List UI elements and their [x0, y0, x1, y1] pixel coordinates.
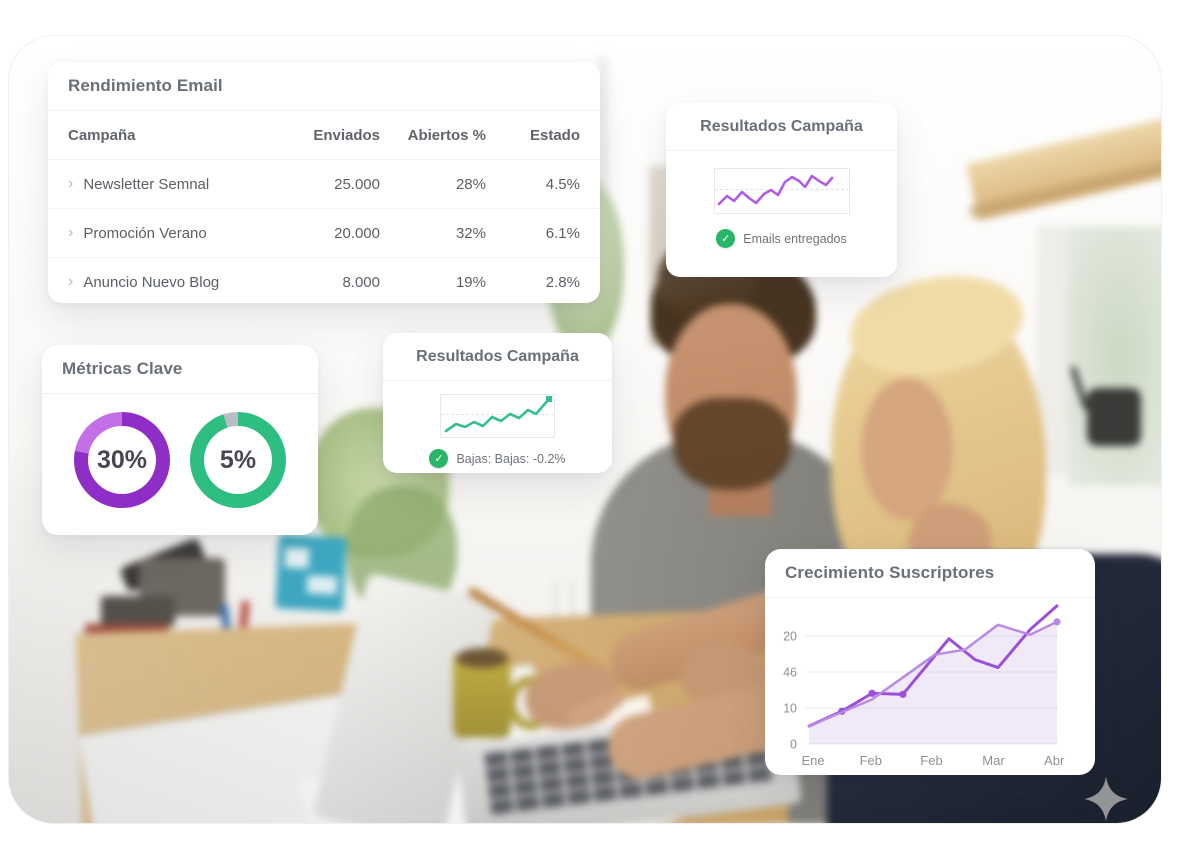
svg-text:46: 46 — [783, 666, 797, 680]
sparkline-chart — [440, 394, 555, 438]
estado-cell: 6.1% — [545, 224, 580, 242]
campaign-name-cell: › Promoción Verano — [68, 224, 284, 242]
enviados-cell: 8.000 — [342, 273, 380, 291]
campaign-name: Promoción Verano — [83, 224, 207, 242]
donut-chart-open-rate: 30% — [74, 412, 170, 508]
caption-label: Emails entregados — [743, 231, 847, 246]
abiertos-cell: 19% — [455, 273, 486, 291]
key-metrics-card: Métricas Clave 30% 5% — [42, 345, 318, 535]
subscriber-growth-chart: 20 46 10 0 Ene Feb Feb Mar Abr — [777, 601, 1083, 771]
card-title: Crecimiento Suscriptores — [785, 563, 995, 582]
check-icon: ✓ — [716, 229, 736, 248]
sparkline-wrap — [666, 151, 897, 214]
caption-row: ✓ Bajas: Bajas: -0.2% — [383, 449, 612, 468]
svg-text:Feb: Feb — [920, 753, 942, 768]
subscriber-growth-card: Crecimiento Suscriptores 20 46 10 0 Ene Feb Fe… — [765, 549, 1095, 775]
sparkline-chart — [713, 168, 850, 214]
email-table-body: › Newsletter Semnal 25.000 28% 4.5% › Promoció… — [48, 160, 600, 306]
column-header-estado: Estado — [529, 126, 580, 144]
sparkline-wrap — [383, 381, 612, 438]
donut-value-label: 30% — [96, 445, 148, 474]
caption-label: Bajas: Bajas: -0.2% — [456, 451, 566, 466]
abiertos-cell: 28% — [455, 175, 486, 193]
donut-row: 30% 5% — [42, 394, 318, 508]
svg-text:Mar: Mar — [982, 753, 1005, 768]
donut-value-label: 5% — [219, 445, 257, 474]
card-title: Resultados Campaña — [700, 117, 863, 135]
donut-chart-unsubscribe: 5% — [190, 412, 286, 508]
email-performance-card: Rendimiento Email Campaña Enviados Abier… — [48, 62, 600, 303]
campaign-name-cell: › Anuncio Nuevo Blog — [68, 273, 284, 291]
column-header-abiertos: Abiertos % — [407, 126, 486, 144]
card-title-bar: Rendimiento Email — [48, 62, 600, 111]
chevron-right-icon: › — [68, 273, 74, 290]
campaign-name: Newsletter Semnal — [83, 175, 210, 193]
svg-text:Ene: Ene — [802, 753, 825, 768]
card-title-bar: Crecimiento Suscriptores — [765, 549, 1095, 598]
campaign-results-card-mid: Resultados Campaña ✓ Bajas: Bajas: -0.2% — [383, 333, 612, 473]
card-title-bar: Resultados Campaña — [666, 103, 897, 151]
card-title-bar: Resultados Campaña — [383, 333, 612, 381]
enviados-cell: 20.000 — [334, 224, 380, 242]
chevron-right-icon: › — [68, 175, 74, 192]
chevron-right-icon: › — [68, 224, 74, 241]
check-icon: ✓ — [429, 449, 449, 468]
donut-hole: 5% — [204, 426, 272, 494]
campaign-name: Anuncio Nuevo Blog — [83, 273, 220, 291]
abiertos-cell: 32% — [455, 224, 486, 242]
campaign-name-cell: › Newsletter Semnal — [68, 175, 284, 193]
donut-hole: 30% — [88, 426, 156, 494]
card-title-bar: Métricas Clave — [42, 345, 318, 394]
svg-text:20: 20 — [783, 630, 797, 644]
svg-text:0: 0 — [790, 738, 797, 752]
svg-text:Feb: Feb — [860, 753, 882, 768]
estado-cell: 4.5% — [545, 175, 580, 193]
table-row[interactable]: › Promoción Verano 20.000 32% 6.1% — [48, 209, 600, 258]
column-header-enviados: Enviados — [313, 126, 380, 144]
caption-row: ✓ Emails entregados — [666, 229, 897, 248]
campaign-results-card-top: Resultados Campaña ✓ Emails entregados — [666, 103, 897, 277]
column-header-campana: Campaña — [68, 126, 136, 144]
email-table-header: Campaña Enviados Abiertos % Estado — [48, 111, 600, 160]
card-title: Resultados Campaña — [416, 347, 579, 365]
enviados-cell: 25.000 — [334, 175, 380, 193]
table-row[interactable]: › Newsletter Semnal 25.000 28% 4.5% — [48, 160, 600, 209]
svg-text:10: 10 — [783, 702, 797, 716]
sparkle-icon — [1082, 775, 1130, 823]
card-title: Métricas Clave — [62, 359, 183, 378]
svg-text:Abr: Abr — [1044, 753, 1065, 768]
estado-cell: 2.8% — [545, 273, 580, 291]
table-row[interactable]: › Anuncio Nuevo Blog 8.000 19% 2.8% — [48, 258, 600, 306]
card-title: Rendimiento Email — [68, 76, 223, 95]
